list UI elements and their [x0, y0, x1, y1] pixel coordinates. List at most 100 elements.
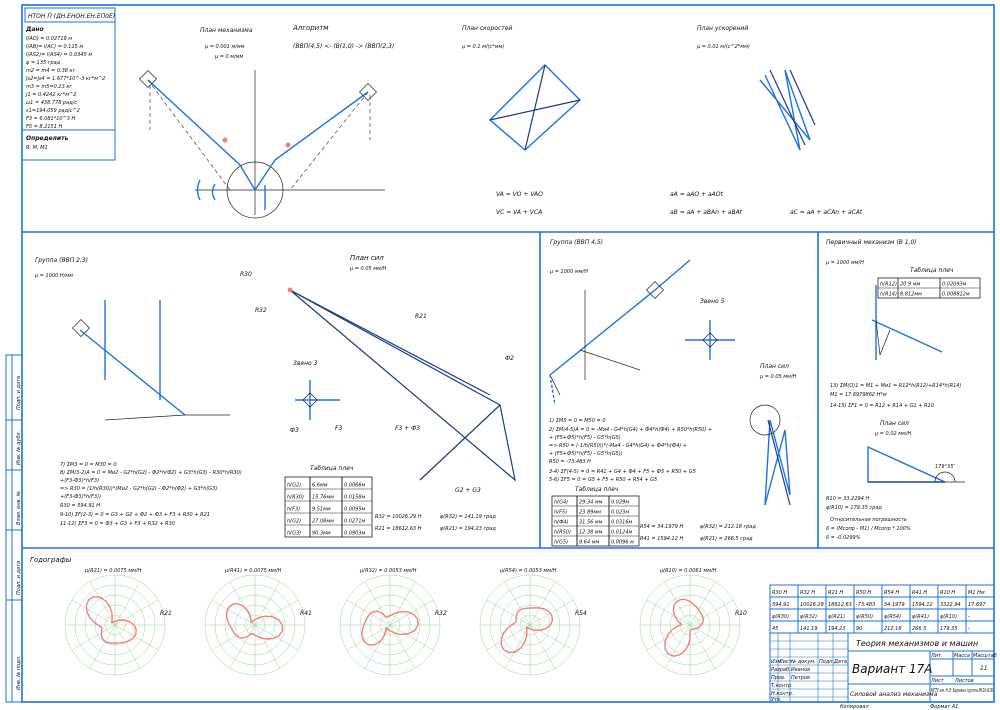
table-cell: 0.02093м [942, 282, 967, 288]
hodograph-label: R32 [435, 610, 447, 617]
table-cell: 0.0158м [344, 495, 365, 501]
result-text: δ = (Mсопр - M1) / Mсопр * 100% [826, 526, 911, 532]
table-cell: h(F3) [287, 507, 300, 513]
results-cell: 90 [856, 626, 862, 632]
sheet-frame [21, 4, 995, 703]
equation: 13) ΣМ(О)1 = M1 + Mи1 = R12*h(R12)+R14*h… [830, 383, 961, 389]
scale-label: μ = 1000 мм/Н [825, 260, 864, 266]
table-cell: 9.64 мм [579, 540, 599, 546]
table-cell: h(R14) [880, 292, 897, 298]
hodograph-scale: μ(R32) = 0.0053 мм/Н [359, 568, 417, 574]
table-cell: 31.56 мм [579, 520, 603, 526]
results-cell: - [968, 626, 970, 632]
equation: +(F3-Ф3)*h(F3) [60, 478, 99, 484]
equation: => R30 = (1/h(R30))*(Mи2 - G2*h(G2) - Ф2… [60, 486, 217, 492]
results-cell: 1594.12 [912, 602, 933, 608]
accel-plan-title: План ускорений [697, 25, 748, 32]
results-cell: R10 Н [940, 590, 955, 596]
scale-label: μ = 0 м/мм [214, 54, 244, 60]
drawing-title: Силовой анализ механизма [850, 691, 938, 698]
given-line: l(AB)= l(AC) = 0.115 м [26, 44, 83, 50]
subject-title: Теория механизмов и машин [856, 639, 978, 648]
results-cell: - [968, 614, 970, 620]
table-cell: 0.0066м [344, 483, 365, 489]
given-line: Js2=Js4 = 1.677*10^-3 кг*м^2 [25, 76, 105, 82]
equation: 7) ΣМ3 = 0 = M30 = 0 [60, 462, 117, 468]
results-cell: 3322.94 [940, 602, 961, 608]
group45-title: Группа (ВВП 4,5) [550, 239, 603, 246]
tb-name: Петров [791, 675, 810, 681]
equation: 1) ΣМ5 = 0 = M50 = 0 [549, 418, 606, 424]
results-cell: φ(R54) [884, 614, 901, 620]
table-cell: h(R12) [880, 282, 897, 288]
force-label: R30 [240, 271, 252, 278]
results-cell: φ(R50) [856, 614, 873, 620]
table-cell: h(R50) [554, 530, 571, 536]
hodograph: μ(R21) = 0.0075 мм/Н R21 [64, 568, 172, 676]
table-cell: 0.029м [611, 500, 629, 506]
hodograph: μ(R32) = 0.0053 мм/Н R32 [339, 568, 447, 676]
force-plan-title: План сил [350, 254, 384, 262]
tb-role: Утв. [771, 697, 782, 703]
given-line: φ = 135 град [26, 60, 61, 66]
results-cell: M1 Нм [968, 590, 985, 596]
lever-table-45: h(G4) 29.34 мм 0.029м h(F5) 23.89мм 0.023м h(Ф… [551, 495, 640, 547]
results-cell: R54 Н [884, 590, 899, 596]
side-strip: Подп. и дата Инв. № дубл. Взам. инв. № П… [5, 354, 23, 703]
tb-list: Лист [930, 678, 945, 684]
tb-name: Иванов [791, 667, 810, 673]
equation: 5-6) ΣF5 = 0 = G5 + F5 + R50 + R54 + G5 [549, 477, 657, 483]
hodograph-curve [361, 610, 419, 646]
hodograph-scale: μ(R10) = 0.0061 мм/Н [659, 568, 717, 574]
results-cell: R50 Н [856, 590, 871, 596]
force-label: Ф2 [505, 355, 514, 362]
results-cell: φ(R41) [912, 614, 929, 620]
force-label: F3 + Ф3 [395, 425, 420, 432]
result-text: Относительная погрешность [830, 517, 907, 523]
force-label: F3 [335, 425, 342, 432]
results-cell: 34.1979 [884, 602, 905, 608]
scale-label: μ = 0.01 м/(с^2*мм) [696, 44, 750, 50]
given-title: Дано [25, 26, 44, 33]
mechanism-plan: План механизма μ = 0.001 м/мм μ = 0 м/мм… [139, 24, 394, 219]
find-text: R, M, M1 [26, 145, 48, 151]
given-line: ε1=194.059 рад/с^2 [26, 108, 80, 114]
equation: 8) ΣМ(3-2)А = 0 = Mи2 - G2*h(G2) - Ф2*h(… [60, 470, 242, 476]
given-line: l(AS2)= l(AS4) = 0.0345 м [26, 52, 92, 58]
hodograph-curve [664, 598, 704, 657]
force-plan-23: План сил μ = 0.05 мм/Н R30 R32 R21 Ф2 G2… [240, 254, 516, 532]
group23-title: Группа (ВВП 2,3) [35, 257, 88, 264]
table-cell: 0.0096 м [611, 540, 634, 546]
result-text: R54 = 34.1979 Н [640, 524, 683, 530]
results-cell: R21 Н [828, 590, 843, 596]
acceleration-plan: План ускорений μ = 0.01 м/(с^2*мм) aA = … [670, 25, 863, 216]
results-cell: φ(R10) [940, 614, 957, 620]
results-cell: φ(R30) [772, 614, 789, 620]
table-cell: 15.76мм [312, 495, 334, 501]
tb-role: Н.контр. [771, 691, 793, 697]
results-cell: 266.5 [912, 626, 926, 632]
velocity-eq: VC = VA + VCA [496, 209, 542, 216]
velocity-plan: План скоростей μ = 0.1 м/(с*мм) VA = VO … [461, 25, 582, 216]
given-line: m3 = m5=0.23 кг [26, 84, 72, 90]
table-cell: 0.0124м [611, 530, 632, 536]
equation: + (F5+Ф5)*h(F5) - G5*h(G5) [549, 435, 621, 441]
scale-label: μ = 0.05 мм/Н [349, 266, 387, 272]
result-text: δ = -0.0299% [826, 535, 861, 541]
force-plan-title: План сил [880, 420, 909, 427]
table-cell: h(R30) [287, 495, 304, 501]
results-cell: R32 Н [800, 590, 815, 596]
results-cell: φ(R32) [800, 614, 817, 620]
equation: M1 = 17.6979862 Н*м [830, 392, 887, 398]
tb-format: Формат А1 [930, 704, 958, 710]
variant-title: Вариант 17А [852, 662, 932, 676]
equation: 2) ΣМ(4-5)A = 0 = -Mи4 - G4*h(G4) + Ф4*h… [549, 427, 712, 433]
tb-col: № докум. [790, 659, 816, 665]
table-title: Таблица плеч [575, 486, 619, 493]
tb-role: Разраб. [771, 667, 791, 673]
tb-sheet: 11 [980, 665, 988, 672]
table-title: Таблица плеч [910, 267, 954, 274]
result-text: R10 = 33.2294 Н [826, 496, 869, 502]
table-cell: 0.0095м [344, 507, 365, 513]
hodograph: μ(R54) = 0.0053 мм/Н R54 [479, 568, 587, 676]
